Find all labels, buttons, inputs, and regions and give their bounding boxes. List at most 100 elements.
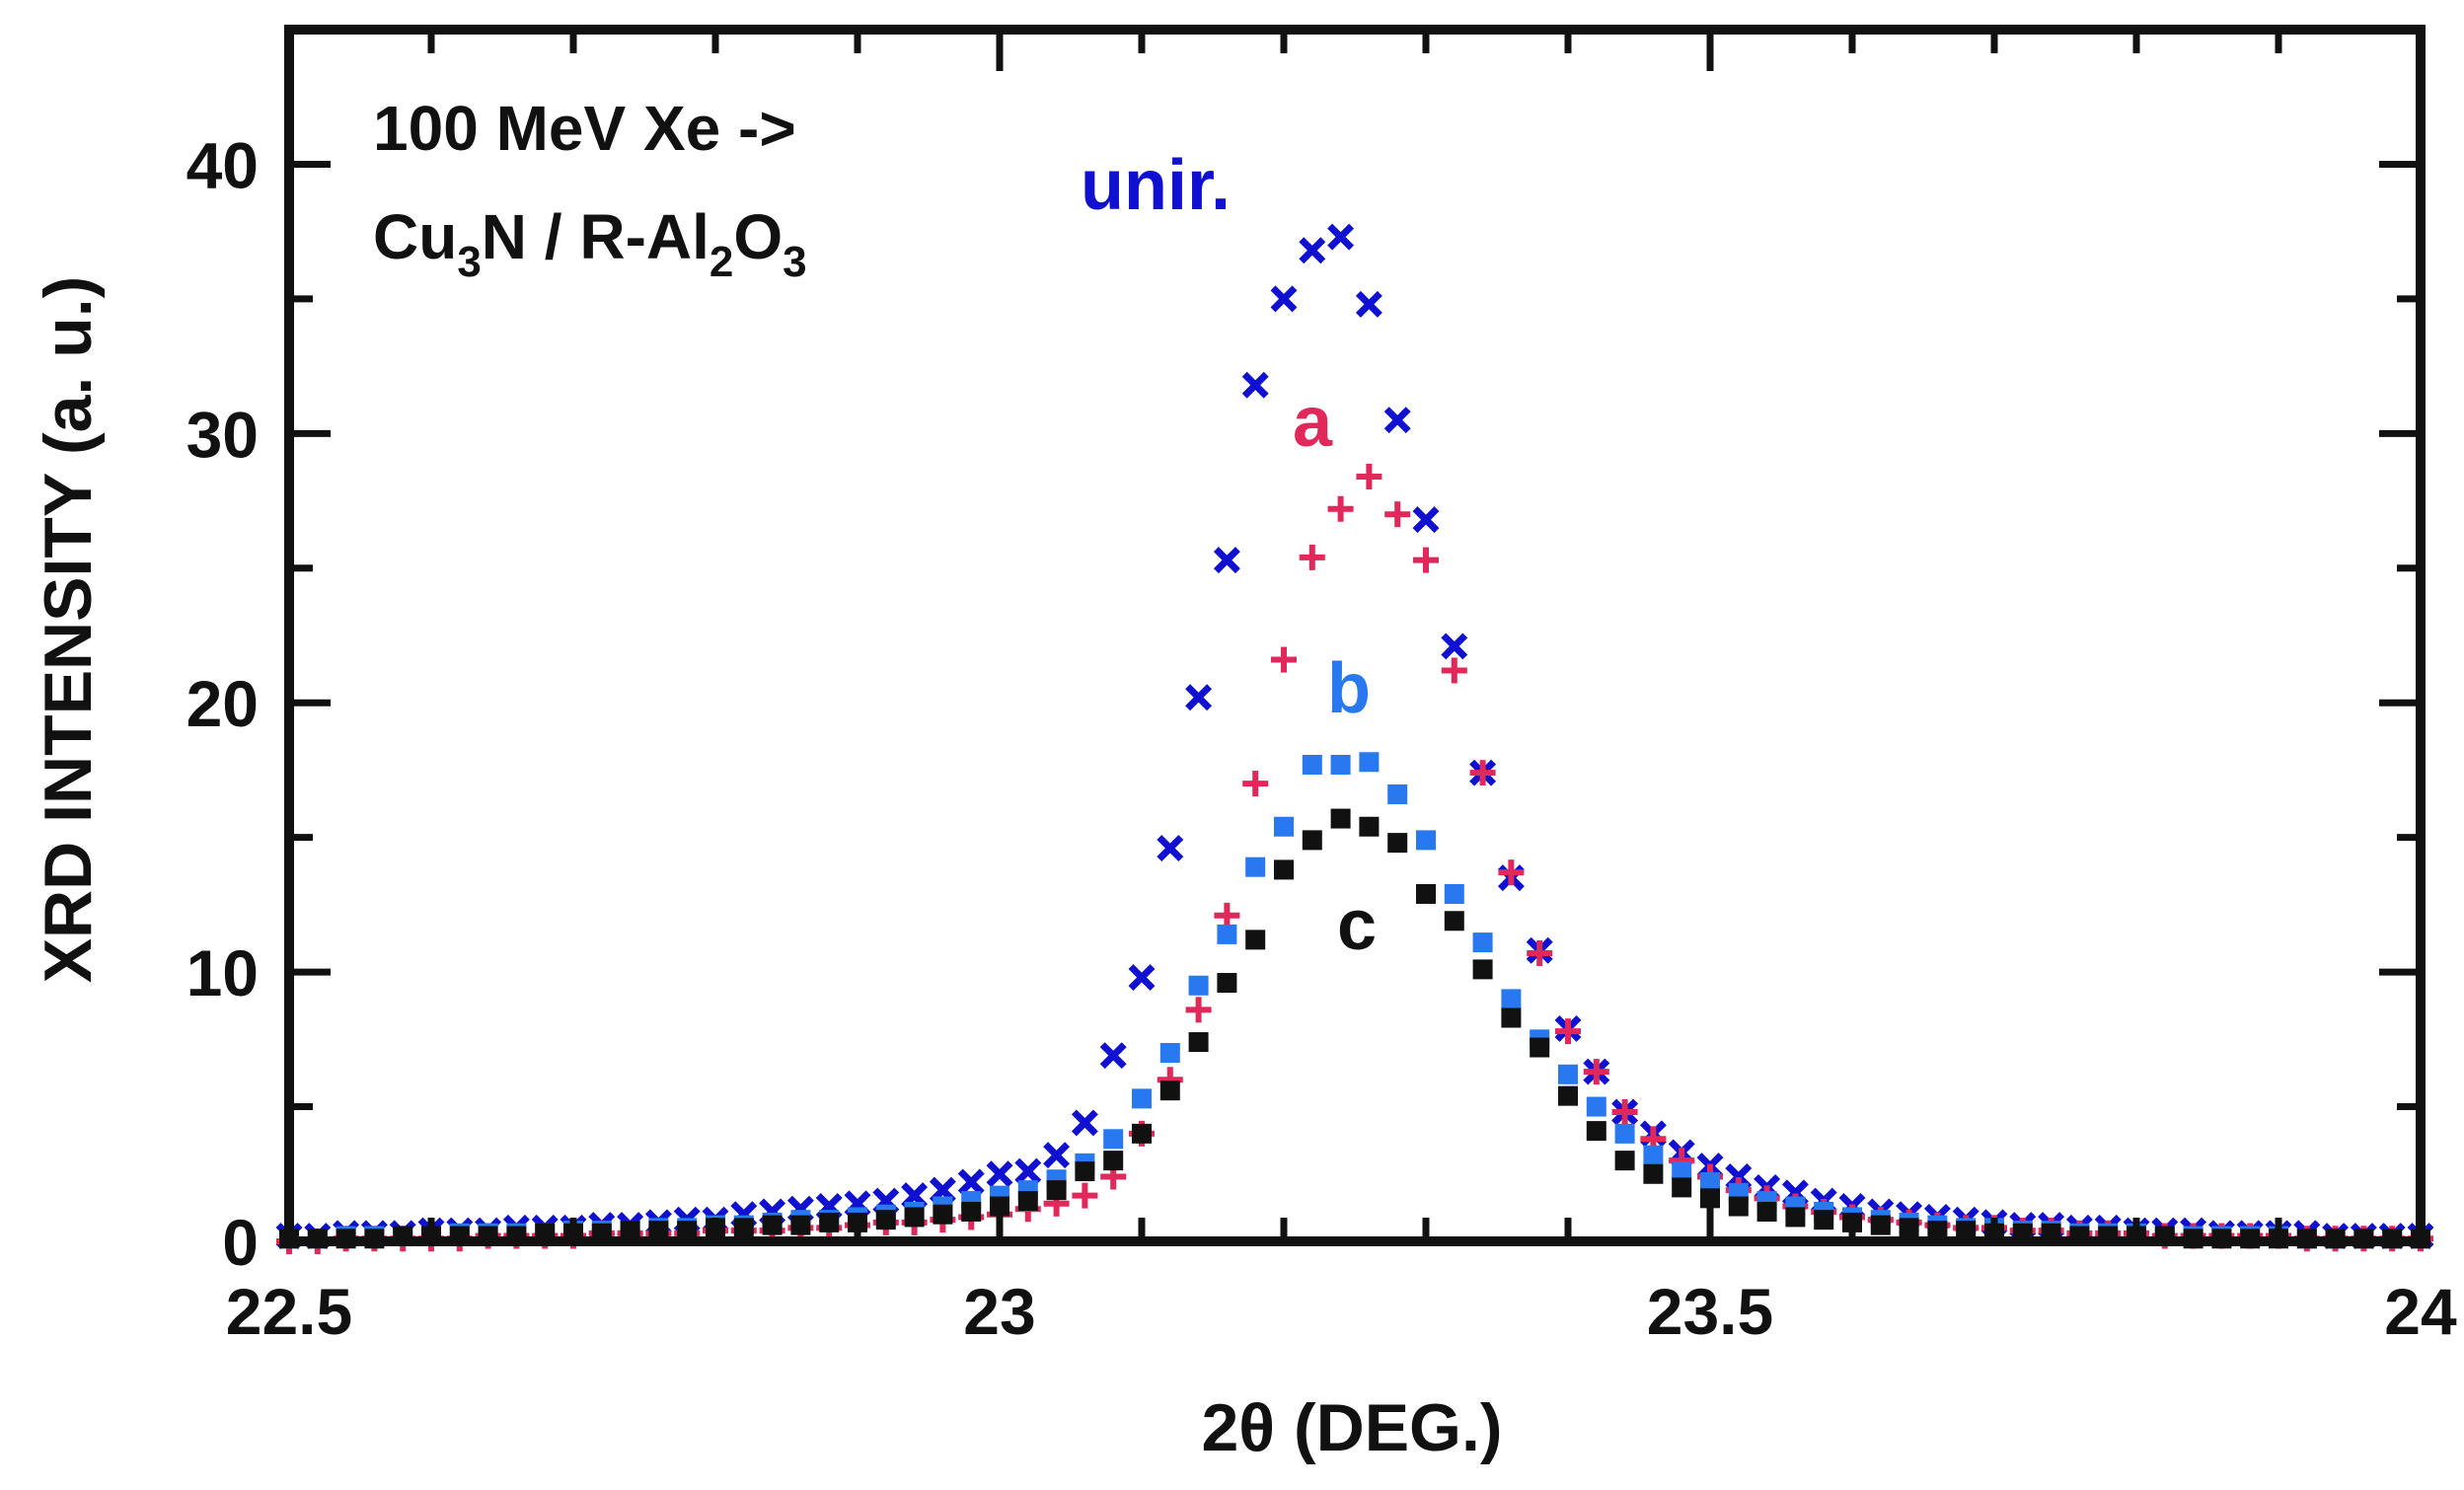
- marker-c: [733, 1218, 754, 1238]
- y-axis-title: XRD INTENSITY (a. u.): [31, 276, 106, 984]
- marker-unir-stroke: [1071, 1109, 1098, 1137]
- marker-a: [1413, 547, 1439, 573]
- marker-c: [1302, 830, 1322, 851]
- marker-b: [1274, 816, 1294, 837]
- marker-unir-stroke: [1043, 1142, 1071, 1169]
- marker-b: [1643, 1145, 1664, 1165]
- marker-c: [875, 1210, 896, 1230]
- marker-c: [1814, 1210, 1834, 1230]
- x-tick-label: 24: [2384, 1275, 2457, 1348]
- plot-background: [289, 30, 2421, 1241]
- marker-c: [1899, 1218, 1919, 1238]
- marker-a: [1214, 902, 1240, 929]
- marker-c: [1756, 1201, 1777, 1222]
- marker-unir: [986, 1160, 1013, 1188]
- marker-b: [1132, 1088, 1152, 1109]
- annotation-line-1: 100 MeV Xe ->: [373, 93, 796, 164]
- marker-unir-stroke: [1128, 964, 1156, 992]
- marker-c: [961, 1201, 982, 1222]
- marker-unir: [1099, 1042, 1127, 1070]
- marker-c: [677, 1221, 698, 1241]
- marker-unir: [1270, 285, 1298, 313]
- marker-c: [904, 1207, 925, 1228]
- marker-c: [1103, 1151, 1124, 1171]
- marker-a: [1469, 760, 1496, 786]
- annotation-n-ral: N / R-Al: [482, 201, 709, 272]
- marker-unir-stroke: [1383, 407, 1411, 434]
- annotation-cu: Cu: [373, 201, 457, 272]
- marker-unir: [1355, 290, 1382, 318]
- marker-c: [1217, 973, 1237, 994]
- marker-b: [1245, 857, 1266, 877]
- marker-unir-stroke: [957, 1168, 985, 1196]
- marker-unir: [1043, 1142, 1071, 1169]
- series-label-a: a: [1293, 383, 1333, 462]
- y-tick-label: 10: [187, 936, 259, 1009]
- marker-b: [1416, 830, 1436, 851]
- marker-a: [1271, 646, 1297, 673]
- marker-c: [1132, 1123, 1152, 1144]
- marker-a: [1299, 544, 1325, 570]
- marker-c: [1472, 959, 1493, 980]
- marker-unir-stroke: [986, 1160, 1013, 1188]
- marker-a: [1583, 1059, 1609, 1085]
- marker-unir-stroke: [1327, 223, 1355, 251]
- marker-unir: [1071, 1109, 1098, 1137]
- marker-a: [1072, 1182, 1098, 1209]
- marker-unir-stroke: [1185, 684, 1213, 711]
- y-tick-label: 40: [187, 128, 259, 201]
- marker-b: [1302, 754, 1322, 775]
- marker-a: [1356, 463, 1382, 489]
- marker-c: [648, 1221, 669, 1241]
- marker-c: [762, 1215, 783, 1235]
- marker-c: [1387, 833, 1408, 854]
- marker-a: [1441, 657, 1467, 684]
- marker-b: [1330, 754, 1351, 775]
- marker-unir: [1157, 835, 1184, 862]
- marker-c: [1672, 1177, 1692, 1198]
- marker-c: [1359, 816, 1380, 837]
- marker-b: [1159, 1042, 1180, 1063]
- marker-c: [1017, 1191, 1038, 1212]
- marker-c: [620, 1221, 640, 1241]
- x-axis-title: 2θ (DEG.): [1201, 1390, 1502, 1465]
- marker-c: [819, 1212, 840, 1232]
- x-tick-label: 23.5: [1647, 1275, 1773, 1348]
- axis-ticks: [285, 26, 2425, 1245]
- marker-unir-stroke: [1441, 633, 1468, 660]
- marker-b: [1700, 1171, 1720, 1192]
- marker-c: [1416, 883, 1436, 904]
- marker-c: [1075, 1161, 1095, 1182]
- marker-unir-stroke: [1157, 835, 1184, 862]
- marker-unir-stroke: [1213, 547, 1240, 574]
- marker-b: [1472, 932, 1493, 953]
- marker-c: [1785, 1207, 1806, 1228]
- marker-unir-stroke: [1099, 1042, 1127, 1070]
- marker-unir: [1441, 633, 1468, 660]
- marker-unir: [1128, 964, 1156, 992]
- marker-unir: [1299, 237, 1326, 264]
- x-tick-label: 23: [963, 1275, 1035, 1348]
- marker-c: [1444, 911, 1464, 931]
- marker-a: [1185, 997, 1212, 1023]
- marker-a: [1242, 771, 1269, 797]
- plot-frame: [284, 25, 2426, 1246]
- marker-c: [1728, 1196, 1749, 1217]
- marker-unir: [1412, 506, 1440, 534]
- marker-unir-stroke: [1241, 371, 1269, 399]
- marker-a: [1527, 940, 1553, 967]
- marker-c: [1927, 1221, 1948, 1241]
- marker-a: [1555, 1018, 1581, 1045]
- y-tick-label: 30: [187, 398, 259, 471]
- marker-c: [1330, 808, 1351, 829]
- y-tick-label: 20: [187, 667, 259, 740]
- marker-c: [790, 1215, 811, 1235]
- marker-unir: [1014, 1157, 1042, 1185]
- marker-b: [1558, 1064, 1578, 1084]
- marker-b: [1359, 752, 1380, 773]
- marker-c: [1643, 1163, 1664, 1184]
- marker-c: [1046, 1180, 1067, 1201]
- marker-c: [1870, 1215, 1891, 1235]
- marker-c: [1558, 1085, 1578, 1106]
